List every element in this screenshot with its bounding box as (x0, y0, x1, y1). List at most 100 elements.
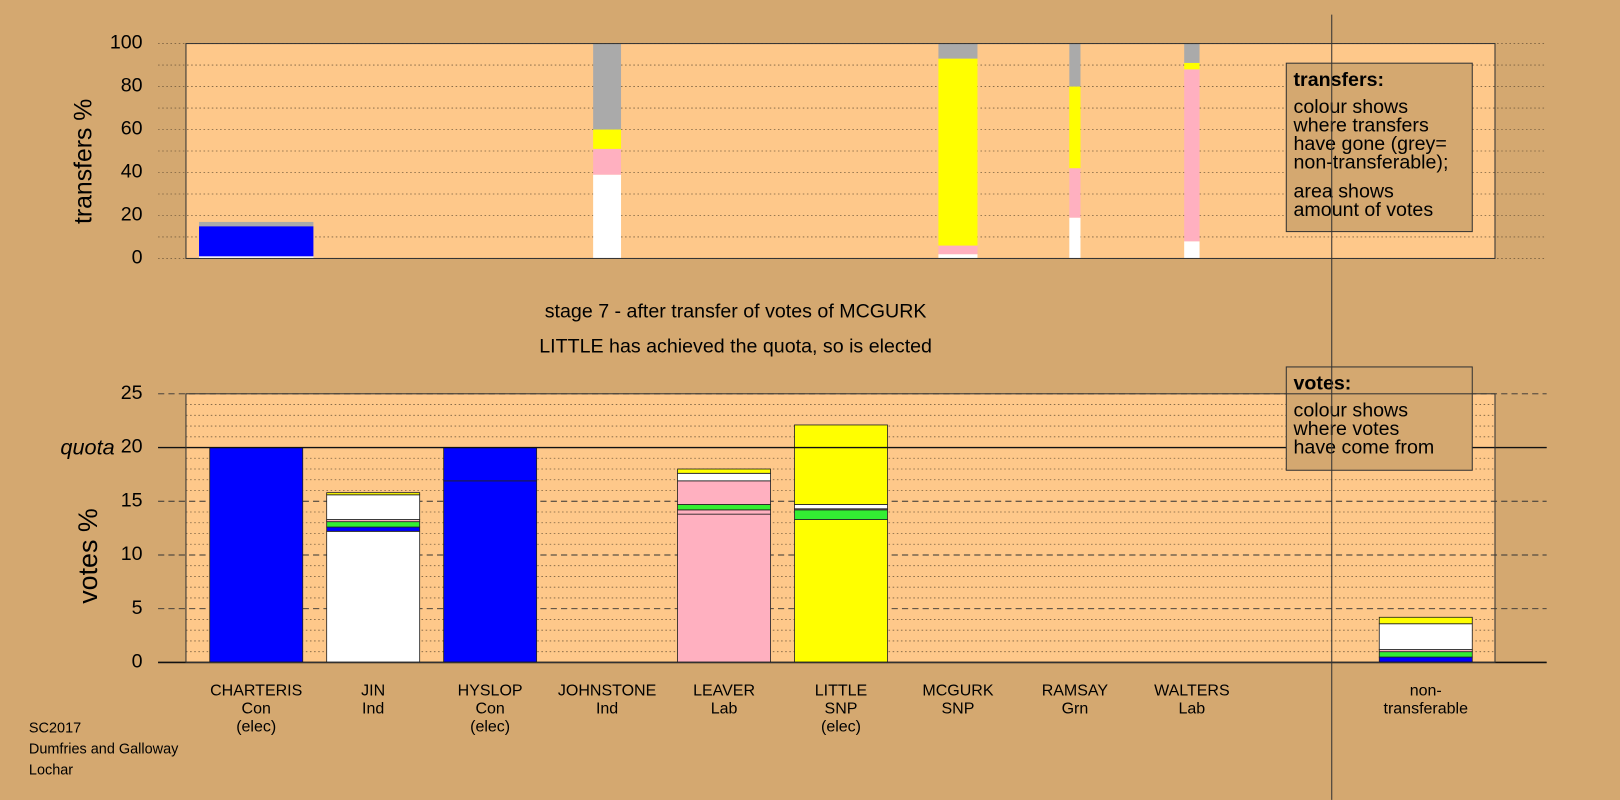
x-tick-label: Lab (1179, 701, 1206, 718)
transfer-segment (1184, 241, 1200, 259)
vote-segment (677, 509, 771, 515)
x-tick-label: Con (475, 701, 504, 718)
vote-segment (677, 468, 771, 474)
transfer-segment (938, 254, 978, 259)
y-tick-label: 80 (121, 75, 143, 97)
legend-heading: votes: (1294, 373, 1352, 395)
transfer-segment (938, 58, 978, 246)
legend-text: area shows (1294, 181, 1395, 203)
x-tick-label: JOHNSTONE (558, 683, 656, 700)
transfer-segment (199, 226, 314, 257)
transfer-segment (1069, 217, 1081, 259)
y-tick-label: 0 (132, 247, 143, 269)
transfer-segment (593, 129, 622, 149)
y-tick-label: 0 (132, 651, 143, 673)
transfer-segment (593, 148, 622, 175)
x-tick-label: (elec) (821, 719, 861, 736)
vote-segment (1378, 656, 1473, 663)
vote-segment (1378, 616, 1473, 625)
transfer-segment (199, 221, 314, 227)
chart-subtitle: LITTLE has achieved the quota, so is ele… (539, 335, 932, 357)
x-tick-label: LITTLE (815, 683, 867, 700)
x-tick-label: Lab (711, 701, 738, 718)
vote-segment (794, 519, 888, 663)
y-tick-label: 60 (121, 118, 143, 140)
footer-text: Dumfries and Galloway (29, 742, 179, 758)
y-tick-label: 25 (121, 382, 143, 404)
top-frame (185, 43, 1496, 259)
x-tick-label: SNP (825, 701, 858, 718)
x-tick-label: (elec) (470, 719, 510, 736)
legend-text: have come from (1294, 437, 1435, 459)
transfer-segment (199, 256, 314, 259)
legend-box (1285, 62, 1473, 233)
y-tick-label: 20 (121, 204, 143, 226)
x-tick-label: (elec) (236, 719, 276, 736)
x-tick-label: WALTERS (1154, 683, 1230, 700)
vote-segment (677, 504, 771, 511)
vote-segment (326, 521, 421, 528)
vote-segment (443, 480, 538, 663)
y-tick-label: 20 (121, 436, 143, 458)
transfer-segment (1069, 168, 1081, 218)
footer-text: SC2017 (29, 720, 81, 736)
vote-segment (326, 526, 421, 532)
vote-segment (794, 509, 888, 520)
x-tick-label: transferable (1384, 701, 1469, 718)
legend-heading: transfers: (1294, 69, 1385, 91)
vote-segment (794, 504, 888, 510)
x-tick-label: non- (1410, 683, 1442, 700)
transfer-segment (938, 245, 978, 255)
transfer-segment (1184, 69, 1200, 242)
x-tick-label: Con (242, 701, 271, 718)
y-axis-label: votes % (73, 508, 103, 604)
y-tick-label: 5 (132, 597, 143, 619)
x-tick-label: RAMSAY (1042, 683, 1109, 700)
transfer-segment (593, 43, 622, 130)
vote-segment (326, 530, 421, 663)
footer-text: Lochar (29, 763, 73, 779)
transfer-segment (1184, 43, 1200, 63)
vote-segment (677, 513, 771, 663)
vote-segment (443, 447, 538, 482)
vote-segment (326, 494, 421, 520)
marks: 0 20 40 60 80 100 transfers % 0 5 10 15 20 25 votes %… (29, 32, 1547, 779)
y-tick-label: 10 (121, 543, 143, 565)
vote-segment (326, 492, 421, 496)
y-tick-label: 100 (110, 32, 143, 54)
y-tick-label: 15 (121, 489, 143, 511)
x-tick-label: Grn (1062, 701, 1089, 718)
legend-text: amount of votes (1294, 199, 1434, 221)
legend-text: non-transferable); (1294, 152, 1449, 174)
legend-box (1285, 366, 1473, 471)
x-tick-label: SNP (941, 701, 974, 718)
y-tick-label: 40 (121, 161, 143, 183)
x-tick-label: MCGURK (922, 683, 993, 700)
transfer-segment (1069, 86, 1081, 169)
transfer-segment (938, 43, 978, 59)
vote-segment (794, 424, 888, 505)
vote-segment (677, 472, 771, 482)
x-tick-label: Ind (596, 701, 618, 718)
chart-title: stage 7 - after transfer of votes of MCG… (545, 300, 927, 322)
quota-label: quota (60, 434, 114, 459)
transfer-segment (1184, 62, 1200, 70)
vote-segment (209, 447, 304, 663)
x-tick-label: HYSLOP (458, 683, 523, 700)
vote-segment (1378, 651, 1473, 658)
transfer-segment (593, 174, 622, 259)
legend-text: colour shows (1294, 96, 1409, 118)
legend-text: where transfers (1293, 114, 1429, 136)
legend-text: where votes (1293, 418, 1400, 440)
x-tick-label: Ind (362, 701, 384, 718)
x-tick-label: CHARTERIS (210, 683, 302, 700)
x-tick-label: JIN (361, 683, 385, 700)
x-tick-label: LEAVER (693, 683, 755, 700)
vote-segment (1378, 623, 1473, 650)
legend-text: colour shows (1294, 400, 1409, 422)
transfer-segment (1069, 43, 1081, 87)
bottom-frame (185, 393, 1496, 663)
vote-segment (677, 480, 771, 505)
